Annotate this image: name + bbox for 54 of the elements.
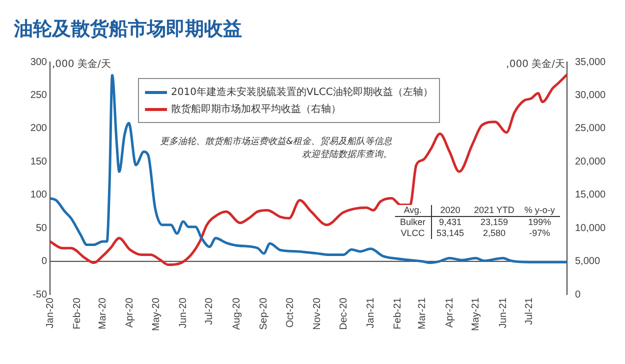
x-tick-label: Feb-21: [392, 297, 404, 330]
y-axis-title: ,000 美金/天: [52, 58, 111, 71]
annotation: VLCC: [395, 228, 432, 239]
y2-tick-label: 35,000: [575, 56, 606, 68]
x-tick-label: Jul-20: [204, 297, 216, 325]
y2-tick-label: 10,000: [575, 222, 606, 234]
annotation: -97%: [528, 228, 552, 239]
annotation: 53,145: [436, 228, 466, 239]
x-tick-label: Jun-20: [178, 297, 189, 328]
annotation: % y-o-y: [519, 205, 560, 216]
y-tick-label: 250: [30, 90, 48, 101]
y2-tick-label: 15,000: [575, 190, 606, 201]
annotation: Bulker: [395, 216, 432, 228]
y2-tick-label: 30,000: [575, 90, 606, 101]
y-tick-label: 300: [30, 56, 48, 68]
x-tick-label: May-20: [150, 297, 162, 332]
x-tick-label: Mar-20: [97, 297, 108, 330]
y-tick-label: 150: [30, 156, 48, 168]
x-tick-label: Jun-21: [498, 297, 509, 328]
annotation: 9,431: [438, 216, 463, 228]
x-tick-label: Jan-21: [365, 297, 376, 328]
x-tick-label: Mar-21: [417, 297, 428, 330]
x-tick-label: May-21: [470, 297, 482, 332]
y2-tick-label: 5,000: [575, 256, 600, 268]
x-tick-label: Oct-20: [284, 297, 296, 328]
annotation: 2021 YTD: [469, 205, 520, 216]
annotation: 欢迎登陆数据库查询。: [301, 149, 392, 162]
x-tick-label: Dec-20: [338, 297, 350, 330]
y-tick-label: 100: [30, 190, 48, 201]
x-tick-label: Apr-20: [124, 297, 136, 328]
legend-label: 散货船即期市场加权平均收益（右轴）: [171, 102, 341, 116]
y2-tick-label: 0: [575, 289, 581, 300]
y2-axis-title: ,000 美金/天: [506, 58, 565, 71]
y2-tick-label: 20,000: [575, 156, 606, 168]
y-tick-label: -50: [32, 289, 48, 300]
y-tick-label: 50: [36, 222, 48, 234]
x-tick-label: Jul-21: [524, 297, 536, 325]
x-tick-label: Apr-21: [444, 297, 456, 328]
annotation: Avg.: [395, 205, 432, 216]
x-tick-label: Feb-20: [72, 297, 83, 330]
y2-tick-label: 25,000: [575, 123, 606, 134]
annotation: 2020: [431, 205, 470, 216]
chart-title: 油轮及散货船市场即期收益: [14, 17, 242, 42]
annotation: 2,580: [482, 228, 506, 239]
y-tick-label: 200: [30, 123, 48, 134]
annotation: 199%: [527, 216, 552, 228]
annotation: 23,159: [479, 216, 509, 228]
x-tick-label: Nov-20: [312, 297, 324, 330]
x-tick-label: Sep-20: [258, 297, 270, 330]
annotation: 更多油轮、散货船市场运费收益&租金、贸易及船队等信息: [160, 136, 392, 149]
x-tick-label: Jan-20: [44, 297, 56, 328]
legend-label: 2010年建造未安装脱硫装置的VLCC油轮即期收益（左轴）: [171, 86, 433, 99]
x-tick-label: Aug-20: [231, 297, 242, 330]
y-tick-label: 0: [41, 256, 48, 268]
